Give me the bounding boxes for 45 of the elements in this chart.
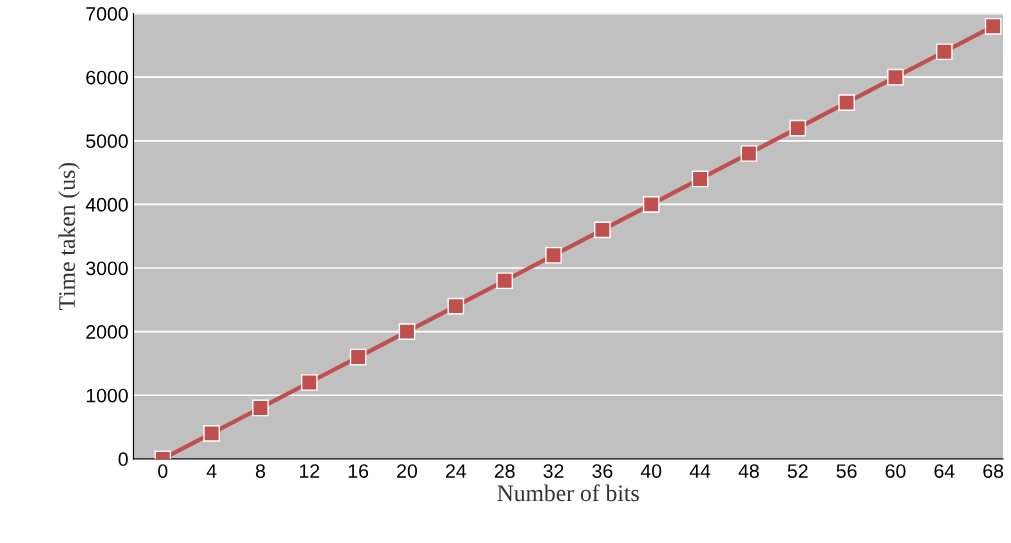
point: [398, 323, 416, 340]
x-tick-label: 4: [206, 464, 217, 478]
point: [545, 246, 562, 264]
x-tick-label: 60: [885, 464, 906, 478]
point: [691, 170, 709, 188]
point: [252, 399, 269, 417]
y-axis-title: Time taken (us): [58, 162, 80, 311]
x-tick-label: 48: [738, 464, 759, 478]
x-tick-label: 44: [689, 464, 711, 478]
x-tick-label: 64: [934, 464, 955, 478]
x-tick-label: 36: [592, 464, 613, 478]
point: [838, 94, 855, 111]
x-tick-label: 20: [397, 464, 418, 478]
x-axis-title: Number of bits: [497, 484, 639, 502]
x-tick-label: 16: [348, 464, 369, 478]
x-tick-label: 56: [836, 464, 857, 478]
x-tick-label: 68: [983, 464, 1004, 478]
point: [887, 68, 904, 86]
point: [642, 196, 660, 213]
y-tick-label: 4000: [85, 197, 128, 212]
y-tick-label: 7000: [86, 7, 128, 21]
point: [594, 221, 611, 239]
y-tick-label: 0: [118, 452, 128, 467]
x-tick-label: 52: [787, 464, 808, 478]
point: [740, 145, 758, 162]
point: [447, 297, 465, 315]
point: [300, 374, 318, 391]
point: [935, 43, 953, 61]
y-tick-label: 3000: [86, 261, 128, 276]
y-tick-label: 6000: [86, 70, 128, 85]
point: [496, 272, 514, 290]
x-tick-label: 28: [494, 464, 515, 478]
x-tick-label: 12: [299, 464, 320, 478]
y-tick-label: 2000: [86, 325, 128, 339]
point: [984, 17, 1002, 35]
x-tick-label: 32: [543, 464, 564, 478]
point: [349, 348, 367, 366]
x-tick-label: 8: [255, 464, 266, 478]
point: [789, 119, 807, 137]
x-tick-label: 40: [640, 464, 662, 478]
x-tick-label: 24: [446, 464, 467, 478]
y-tick-label: 1000: [86, 388, 128, 403]
y-tick-label: 5000: [86, 134, 128, 149]
point: [203, 425, 220, 442]
x-tick-label: 0: [158, 464, 168, 478]
